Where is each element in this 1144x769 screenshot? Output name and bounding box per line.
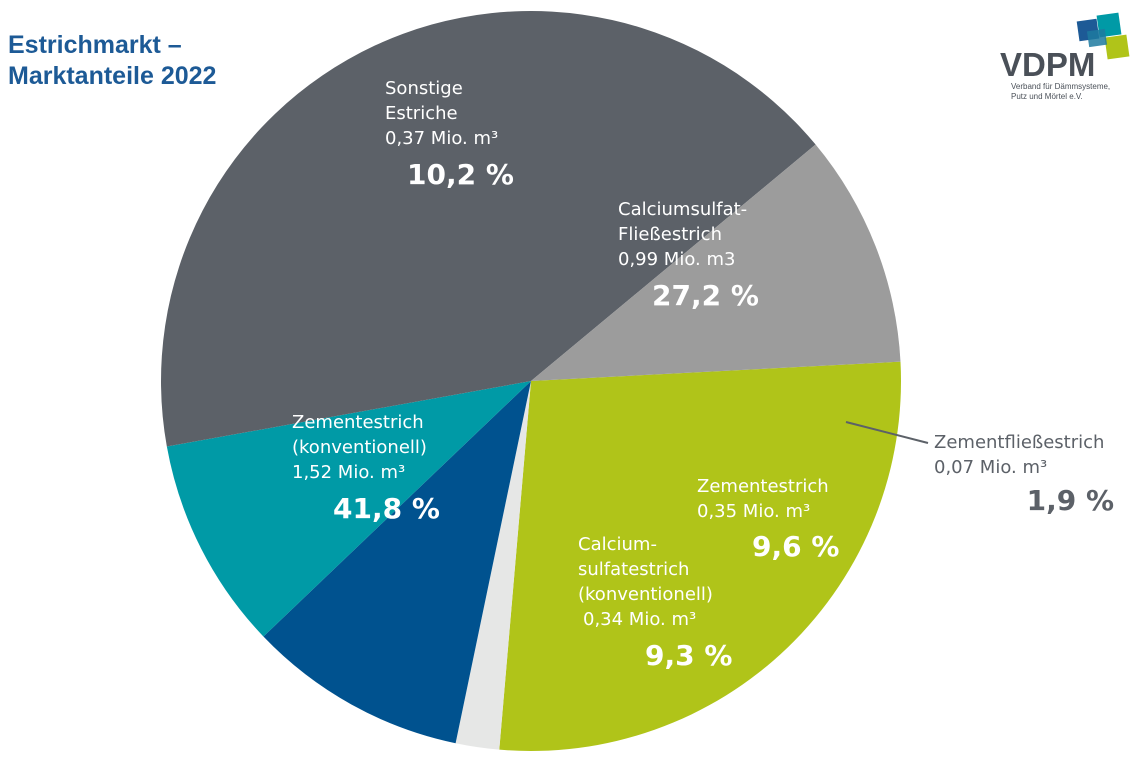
slice-volume-4: 0,34 Mio. m³ — [583, 609, 696, 630]
slice-volume-2: 0,07 Mio. m³ — [934, 457, 1047, 478]
leader-line-2 — [845, 421, 929, 444]
slice-label-4-line-3: (konventionell) — [578, 584, 713, 605]
pie-slice-3 — [263, 381, 531, 744]
slice-percent-1: 27,2 % — [652, 279, 759, 312]
slice-percent-6: 10,2 % — [407, 158, 514, 191]
slice-label-5-line-2: (konventionell) — [292, 437, 427, 458]
slice-label-4-line-1: Calcium- — [578, 534, 657, 555]
logo-subtitle: Verband für Dämmsysteme, Putz und Mörtel… — [1011, 82, 1110, 102]
pie-slice-6 — [531, 144, 901, 381]
slice-label-6-line-1: Sonstige — [385, 78, 463, 99]
chart-title-line-1: Estrichmarkt – — [8, 31, 182, 59]
slice-volume-5: 1,52 Mio. m³ — [292, 462, 405, 483]
slice-label-4-line-2: sulfatestrich — [578, 559, 689, 580]
vdpm-logo: VDPM Verband für Dämmsysteme, Putz und M… — [1000, 12, 1140, 107]
slice-volume-6: 0,37 Mio. m³ — [385, 128, 498, 149]
slice-volume-3: 0,35 Mio. m³ — [697, 501, 810, 522]
pie-slice-5 — [161, 11, 816, 447]
logo-subtitle-line-2: Putz und Mörtel e.V. — [1011, 92, 1083, 101]
slice-label-2-line-1: Zementfließestrich — [934, 432, 1104, 453]
logo-text: VDPM — [1000, 46, 1096, 83]
slice-percent-5: 41,8 % — [333, 492, 440, 525]
chart-title-line-2: Marktanteile 2022 — [8, 62, 217, 90]
slice-label-6-line-2: Estriche — [385, 103, 458, 124]
slice-percent-4: 9,3 % — [645, 639, 732, 672]
chart-title: Estrichmarkt – Marktanteile 2022 — [8, 30, 216, 92]
pie-slice-1 — [499, 361, 901, 752]
slice-label-3-line-1: Zementestrich — [697, 476, 829, 497]
slice-label-1-line-2: Fließestrich — [618, 224, 722, 245]
slice-percent-3: 9,6 % — [752, 530, 839, 563]
logo-squares-icon — [1076, 12, 1130, 60]
slice-label-1-line-1: Calciumsulfat- — [618, 199, 747, 220]
logo-subtitle-line-1: Verband für Dämmsysteme, — [1011, 82, 1111, 91]
pie-slice-4 — [166, 381, 531, 637]
pie-slice-2 — [455, 381, 531, 750]
slice-volume-1: 0,99 Mio. m3 — [618, 249, 735, 270]
slice-label-5-line-1: Zementestrich — [292, 412, 424, 433]
slice-percent-2: 1,9 % — [1027, 484, 1114, 517]
